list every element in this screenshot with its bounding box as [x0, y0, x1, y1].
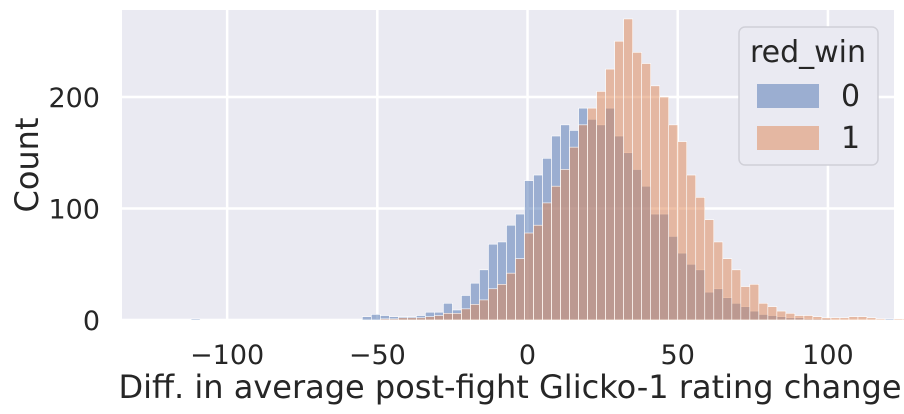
bar-series-1: [560, 169, 570, 321]
bar-series-1: [515, 258, 525, 321]
legend-label-1: 1: [841, 121, 860, 156]
bar-series-1: [380, 318, 390, 321]
bar-series-1: [524, 232, 534, 321]
bar-series-1: [533, 224, 543, 321]
bar-series-1: [632, 52, 642, 321]
bar-series-1: [569, 146, 579, 321]
bar-series-1: [785, 313, 796, 321]
bar-series-1: [776, 310, 787, 321]
bar-series-0: [371, 314, 381, 321]
bar-series-1: [857, 316, 868, 321]
bar-series-1: [794, 315, 805, 321]
bar-series-1: [695, 197, 706, 321]
x-tick-label: 50: [661, 340, 695, 371]
bar-series-1: [713, 241, 724, 321]
bar-series-1: [479, 299, 489, 321]
bar-series-1: [551, 185, 561, 321]
x-tick-label: 0: [519, 340, 536, 371]
x-tick-label: 100: [802, 340, 854, 371]
bar-series-1: [542, 202, 552, 321]
bar-series-1: [407, 317, 417, 321]
bar-series-0: [190, 318, 201, 321]
bar-series-1: [506, 272, 516, 321]
bar-series-1: [614, 40, 624, 321]
bar-series-1: [623, 18, 633, 321]
bar-series-1: [443, 313, 453, 321]
bar-series-1: [731, 269, 742, 321]
bar-series-1: [686, 174, 697, 321]
x-tick-label: −100: [190, 340, 264, 371]
y-axis-title: Count: [8, 117, 46, 212]
bar-series-1: [659, 96, 670, 321]
y-tick-label: 200: [48, 83, 100, 114]
bar-series-1: [875, 318, 886, 321]
bar-series-1: [425, 316, 435, 321]
bar-series-1: [452, 313, 462, 321]
bar-series-1: [641, 63, 651, 321]
bar-series-1: [722, 258, 733, 321]
tick-labels: −100 −50 0 50 100 0 100 200: [48, 83, 853, 371]
bar-series-1: [398, 317, 408, 321]
bar-series-1: [758, 302, 769, 321]
bar-series-1: [605, 68, 615, 321]
bar-series-0: [884, 318, 895, 321]
bar-series-1: [578, 124, 588, 321]
bar-series-1: [893, 318, 904, 321]
y-tick-label: 100: [48, 194, 100, 225]
bar-series-1: [803, 315, 814, 321]
legend-swatch-1: [757, 126, 819, 150]
bar-series-1: [668, 124, 679, 321]
legend-swatch-0: [757, 84, 819, 108]
bar-series-1: [830, 317, 841, 321]
bar-series-1: [704, 219, 715, 321]
bar-series-1: [461, 308, 471, 321]
legend: red_win 0 1: [738, 26, 879, 166]
bar-series-1: [389, 318, 399, 321]
bars: [190, 18, 904, 321]
bar-series-1: [839, 317, 850, 321]
bar-series-1: [821, 317, 832, 321]
bar-series-1: [812, 316, 823, 321]
bar-series-1: [587, 107, 597, 321]
x-tick-label: −50: [349, 340, 406, 371]
legend-title: red_win: [750, 35, 866, 70]
bar-series-1: [767, 306, 778, 321]
bar-series-1: [677, 141, 688, 321]
bar-series-1: [470, 304, 480, 321]
bar-series-1: [650, 85, 660, 321]
bar-series-1: [497, 284, 507, 321]
y-tick-label: 0: [83, 306, 100, 337]
bar-series-1: [434, 315, 444, 321]
legend-label-0: 0: [841, 79, 860, 114]
bar-series-1: [848, 316, 859, 321]
bar-series-1: [416, 317, 426, 321]
bar-series-0: [362, 316, 372, 321]
bar-series-1: [749, 284, 760, 321]
x-axis-title: Diff. in average post-fight Glicko-1 rat…: [118, 368, 901, 406]
bar-series-1: [488, 288, 498, 321]
bar-series-1: [596, 91, 606, 321]
bar-series-1: [740, 286, 751, 321]
bar-series-1: [866, 317, 877, 321]
